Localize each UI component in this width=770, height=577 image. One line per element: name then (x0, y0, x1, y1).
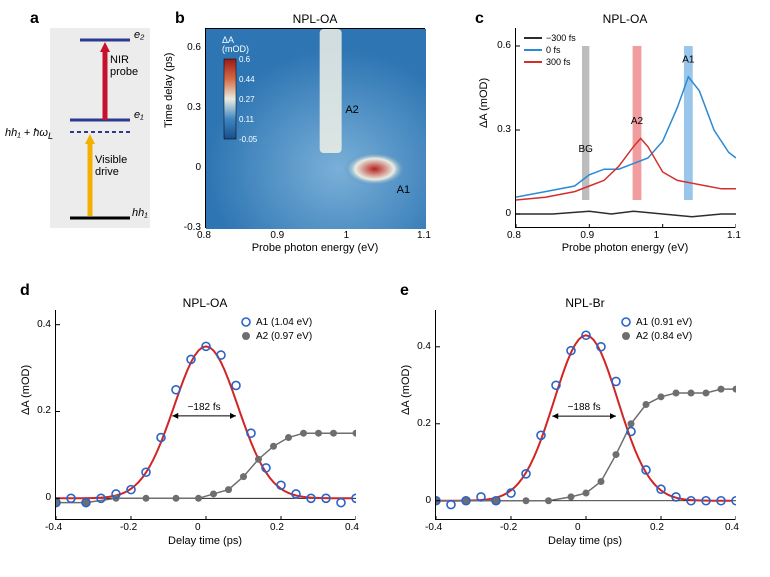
panel-d-label: d (20, 282, 30, 300)
kinetics-xtick: 0.4 (725, 522, 739, 533)
svg-text:-0.05: -0.05 (239, 135, 258, 144)
kinetics-xtick: 0.2 (270, 522, 284, 533)
svg-text:A2: A2 (345, 104, 358, 116)
svg-text:hh₁: hh₁ (132, 207, 148, 219)
panel-b-ytick: 0 (179, 162, 201, 173)
kinetics-xtick: -0.2 (120, 522, 137, 533)
panel-c-xtick: 1.1 (727, 230, 741, 241)
panel-c-xlabel: Probe photon energy (eV) (515, 242, 735, 254)
svg-text:0 fs: 0 fs (546, 45, 561, 55)
kinetics-xtick: -0.2 (500, 522, 517, 533)
svg-text:−182 fs: −182 fs (188, 402, 221, 413)
panel-a-energy-diagram: NIRprobe Visibledrive e₂ e₁ hh₁ (50, 28, 150, 228)
svg-text:NIRprobe: NIRprobe (110, 54, 138, 78)
kinetics-xtick: -0.4 (425, 522, 442, 533)
svg-text:A2 (0.84 eV): A2 (0.84 eV) (636, 331, 692, 342)
panel-d-title: NPL-OA (55, 296, 355, 310)
panel-b-ytick: 0.3 (179, 102, 201, 113)
panel-e-label: e (400, 282, 409, 300)
svg-text:e₂: e₂ (134, 29, 145, 41)
svg-text:0.27: 0.27 (239, 95, 255, 104)
kinetics-ytick: 0.4 (31, 319, 51, 330)
svg-text:A2: A2 (631, 116, 644, 127)
panel-c-xtick: 0.8 (507, 230, 521, 241)
panel-b-ytick: -0.3 (179, 222, 201, 233)
svg-text:300 fs: 300 fs (546, 57, 571, 67)
panel-c-lineplot: BG A2 A1 −300 fs 0 fs 300 fs (515, 28, 735, 228)
panel-b-xtick: 1.1 (417, 230, 431, 241)
kinetics-xtick: 0.4 (345, 522, 359, 533)
panel-a-label: a (30, 10, 39, 28)
svg-text:BG: BG (578, 144, 593, 155)
svg-text:e₁: e₁ (134, 109, 144, 121)
panel-c-ylabel: ΔA (mOD) (478, 78, 490, 128)
panel-d-xlabel: Delay time (ps) (55, 535, 355, 547)
svg-text:A1: A1 (682, 54, 695, 65)
panel-c-ytick: 0.3 (491, 124, 511, 135)
svg-text:0.6: 0.6 (239, 55, 251, 64)
panel-e-kinetics: −188 fs A1 (0.91 eV) A2 (0.84 eV) (435, 310, 735, 520)
panel-e-xlabel: Delay time (ps) (435, 535, 735, 547)
panel-b-xtick: 0.9 (270, 230, 284, 241)
panel-e-title: NPL-Br (435, 296, 735, 310)
svg-text:A1 (0.91 eV): A1 (0.91 eV) (636, 317, 692, 328)
svg-text:A1 (1.04 eV): A1 (1.04 eV) (256, 317, 312, 328)
panel-b-label: b (175, 10, 185, 28)
svg-text:Visibledrive: Visibledrive (95, 154, 127, 178)
kinetics-xtick: -0.4 (45, 522, 62, 533)
panel-b-ytick: 0.6 (179, 42, 201, 53)
panel-b-title: NPL-OA (205, 12, 425, 26)
panel-b-heatmap: A1A2-0.050.110.270.440.6ΔA(mOD) (205, 28, 425, 228)
kinetics-xtick: 0 (575, 522, 581, 533)
panel-c-xtick: 0.9 (580, 230, 594, 241)
kinetics-ytick: 0.4 (411, 341, 431, 352)
panel-b-xlabel: Probe photon energy (eV) (205, 242, 425, 254)
kinetics-xtick: 0 (195, 522, 201, 533)
kinetics-ytick: 0 (411, 495, 431, 506)
panel-b-ylabel: Time delay (ps) (163, 53, 175, 128)
kinetics-xtick: 0.2 (650, 522, 664, 533)
panel-c-ytick: 0.6 (491, 40, 511, 51)
kinetics-ytick: 0.2 (31, 405, 51, 416)
svg-text:A2 (0.97 eV): A2 (0.97 eV) (256, 331, 312, 342)
panel-d-kinetics: −182 fs A1 (1.04 eV) A2 (0.97 eV) (55, 310, 355, 520)
svg-text:0.44: 0.44 (239, 75, 255, 84)
panel-e-ylabel: ΔA (mOD) (400, 365, 412, 415)
kinetics-ytick: 0.2 (411, 418, 431, 429)
svg-text:0.11: 0.11 (239, 115, 255, 124)
panel-c-xtick: 1 (654, 230, 660, 241)
panel-b-xtick: 1 (344, 230, 350, 241)
svg-text:A1: A1 (397, 184, 410, 196)
kinetics-ytick: 0 (31, 492, 51, 503)
svg-text:−300 fs: −300 fs (546, 33, 576, 43)
panel-c-title: NPL-OA (515, 12, 735, 26)
svg-text:−188 fs: −188 fs (568, 402, 601, 413)
panel-a-hh-omega: hh₁ + ħωL (5, 127, 53, 141)
panel-c-label: c (475, 10, 484, 28)
panel-c-ytick: 0 (491, 208, 511, 219)
